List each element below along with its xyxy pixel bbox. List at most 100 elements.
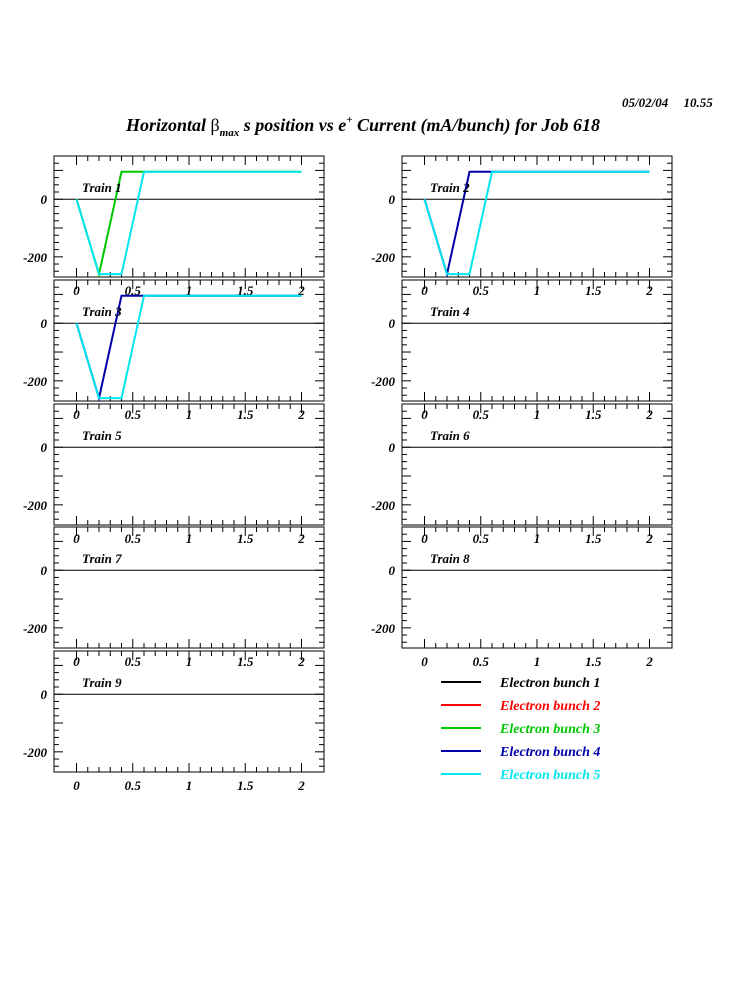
y-tick-label: 0	[389, 316, 396, 331]
y-tick-label: -200	[23, 745, 47, 760]
legend-entry-3: Electron bunch 3	[441, 722, 600, 737]
y-tick-label: -200	[23, 621, 47, 636]
x-tick-label: 1.5	[585, 407, 602, 422]
title-post: Current (mA/bunch) for Job 618	[353, 115, 601, 136]
x-tick-label: 0.5	[125, 283, 142, 298]
x-tick-label: 0	[421, 407, 428, 422]
y-tick-label: 0	[389, 440, 396, 455]
legend-entry-5: Electron bunch 5	[441, 768, 600, 783]
panel-frame	[401, 279, 673, 402]
x-tick-label: 0.5	[473, 531, 490, 546]
legend-label: Electron bunch 1	[499, 676, 600, 691]
legend-label: Electron bunch 4	[499, 745, 600, 760]
panel-label: Train 9	[82, 675, 122, 690]
x-tick-label: 2	[297, 531, 305, 546]
x-tick-label: 1	[186, 778, 193, 793]
x-tick-label: 1.5	[237, 283, 254, 298]
x-tick-label: 0.5	[125, 778, 142, 793]
panel-9: 0 -200 0 0.5 1 1.5 2 Train 9	[23, 650, 325, 793]
y-tick-label: -200	[23, 250, 47, 265]
time-text: 10.55	[683, 95, 713, 110]
y-tick-label: -200	[371, 498, 395, 513]
x-tick-label: 0	[73, 283, 80, 298]
x-tick-label: 2	[297, 654, 305, 669]
panel-6: 0 -200 0 0.5 1 1.5 2 Train 6	[371, 403, 673, 546]
x-tick-label: 0	[73, 654, 80, 669]
legend-entry-2: Electron bunch 2	[441, 699, 600, 714]
panel-frame	[401, 403, 673, 526]
x-tick-label: 0.5	[473, 283, 490, 298]
panel-label: Train 7	[82, 551, 122, 566]
y-tick-label: -200	[371, 621, 395, 636]
x-tick-label: 0	[73, 531, 80, 546]
panel-label: Train 5	[82, 428, 122, 443]
y-tick-label: 0	[41, 440, 48, 455]
panel-3: 0 -200 0 0.5 1 1.5 2 Train 3	[23, 279, 325, 422]
legend-entry-4: Electron bunch 4	[441, 745, 600, 760]
x-tick-label: 1.5	[237, 778, 254, 793]
x-tick-label: 2	[297, 778, 305, 793]
y-tick-label: 0	[41, 192, 48, 207]
panel-1: 0 -200 0 0.5 1 1.5 2 Train 1	[23, 155, 325, 298]
x-tick-label: 2	[297, 283, 305, 298]
x-tick-label: 1	[186, 283, 193, 298]
x-tick-label: 1.5	[237, 407, 254, 422]
panel-frame	[53, 650, 325, 773]
title-sub: max	[220, 127, 240, 139]
x-tick-label: 1.5	[237, 654, 254, 669]
y-tick-label: -200	[23, 498, 47, 513]
x-tick-label: 0	[421, 654, 428, 669]
legend-entry-1: Electron bunch 1	[441, 676, 600, 691]
panel-label: Train 8	[430, 551, 470, 566]
x-tick-label: 1.5	[585, 531, 602, 546]
x-tick-label: 0.5	[473, 407, 490, 422]
y-tick-label: -200	[371, 374, 395, 389]
y-tick-label: 0	[41, 687, 48, 702]
legend: Electron bunch 1 Electron bunch 2 Electron…	[441, 676, 600, 783]
y-tick-label: 0	[41, 316, 48, 331]
series-line-bunch-5	[75, 294, 302, 400]
y-tick-label: -200	[23, 374, 47, 389]
panel-label: Train 3	[82, 304, 122, 319]
x-tick-label: 2	[645, 283, 653, 298]
x-tick-label: 0	[421, 283, 428, 298]
legend-label: Electron bunch 5	[499, 768, 600, 783]
y-tick-label: -200	[371, 250, 395, 265]
title-pre: Horizontal	[125, 115, 211, 135]
title-sup: +	[346, 114, 352, 126]
x-tick-label: 1	[186, 407, 193, 422]
x-tick-label: 2	[645, 654, 653, 669]
panel-2: 0 -200 0 0.5 1 1.5 2 Train 2	[371, 155, 673, 298]
x-tick-label: 1	[534, 407, 541, 422]
x-tick-label: 1.5	[585, 283, 602, 298]
x-tick-label: 2	[645, 407, 653, 422]
x-tick-label: 0.5	[125, 407, 142, 422]
x-tick-label: 0	[73, 407, 80, 422]
date-stamp: 05/02/04 10.55	[622, 95, 713, 110]
x-tick-label: 2	[645, 531, 653, 546]
series-line-bunch-5	[75, 170, 302, 276]
x-tick-label: 0.5	[473, 654, 490, 669]
x-tick-label: 0.5	[125, 531, 142, 546]
x-tick-label: 1.5	[237, 531, 254, 546]
panel-label: Train 4	[430, 304, 470, 319]
panel-label: Train 6	[430, 428, 470, 443]
chart-title: Horizontal βmax s position vs e+ Current…	[125, 114, 600, 139]
series-line-bunch-5	[423, 170, 650, 276]
x-tick-label: 0	[73, 778, 80, 793]
y-tick-label: 0	[389, 563, 396, 578]
x-tick-label: 0.5	[125, 654, 142, 669]
x-tick-label: 1	[186, 531, 193, 546]
date-text: 05/02/04	[622, 95, 669, 110]
x-tick-label: 2	[297, 407, 305, 422]
panel-frame	[53, 403, 325, 526]
panel-label: Train 1	[82, 180, 122, 195]
x-tick-label: 1	[186, 654, 193, 669]
title-mid: s position vs e	[239, 115, 346, 135]
panels: 0 -200 0 0.5 1 1.5 2 Train 1 0 -200 0 0.5 1 1.5 2 Train…	[23, 155, 673, 793]
x-tick-label: 0	[421, 531, 428, 546]
panel-8: 0 -200 0 0.5 1 1.5 2 Train 8	[371, 526, 673, 669]
panel-7: 0 -200 0 0.5 1 1.5 2 Train 7	[23, 526, 325, 669]
x-tick-label: 1	[534, 654, 541, 669]
